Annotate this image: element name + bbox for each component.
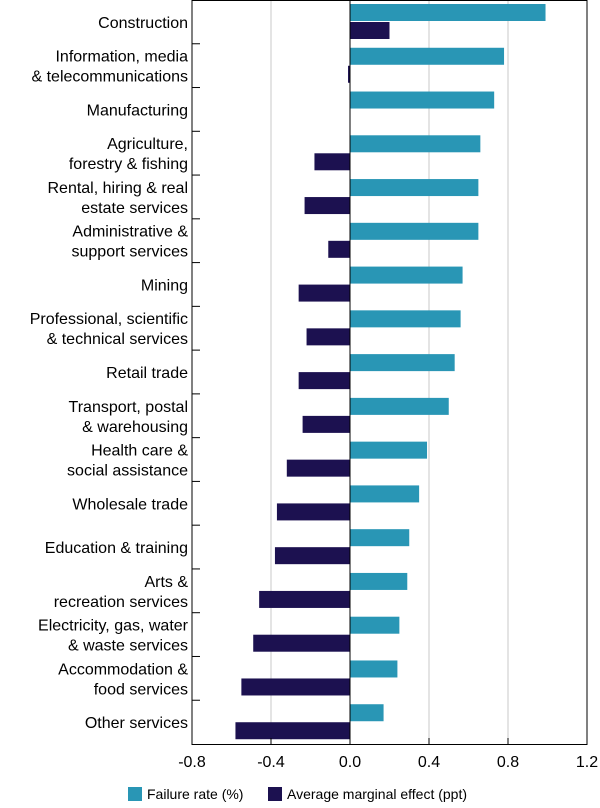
legend-label: Failure rate (%) (147, 786, 243, 802)
legend-swatch-marginal-effect (268, 787, 282, 801)
bar-marginal-effect (298, 284, 350, 302)
category-label: & waste services (68, 638, 188, 655)
bar-failure-rate (350, 616, 400, 634)
bar-marginal-effect (298, 372, 350, 390)
category-label: Electricity, gas, water (38, 618, 189, 635)
bar-failure-rate (350, 441, 428, 459)
bar-marginal-effect (276, 503, 350, 521)
category-label: Retail trade (106, 365, 188, 382)
category-label: Wholesale trade (72, 496, 188, 513)
bar-failure-rate (350, 266, 463, 284)
bar-marginal-effect (328, 240, 350, 258)
bar-failure-rate (350, 179, 479, 197)
bar-marginal-effect (286, 459, 350, 477)
category-label: & warehousing (82, 419, 188, 436)
x-tick-label: 0.0 (339, 754, 361, 771)
bar-marginal-effect (259, 590, 350, 608)
category-label: Mining (141, 277, 188, 294)
x-tick-label: 0.4 (418, 754, 440, 771)
bar-marginal-effect (302, 415, 350, 433)
bar-failure-rate (350, 4, 546, 21)
x-tick-label: -0.4 (257, 754, 285, 771)
bar-marginal-effect (304, 197, 350, 215)
category-label: Information, media (55, 49, 188, 66)
plot-frame (191, 0, 588, 745)
category-label: Other services (85, 715, 188, 732)
bar-marginal-effect (235, 722, 350, 740)
legend-swatch-failure-rate (128, 787, 142, 801)
bar-marginal-effect (314, 153, 350, 171)
category-label: Transport, postal (69, 399, 188, 416)
category-label: recreation services (54, 594, 188, 611)
category-label: & telecommunications (31, 69, 188, 86)
category-label: Agriculture, (107, 136, 188, 153)
category-label: & technical services (47, 331, 188, 348)
category-label: estate services (81, 200, 188, 217)
bar-failure-rate (350, 310, 461, 328)
legend-label: Average marginal effect (ppt) (287, 786, 467, 802)
category-label: Health care & (91, 443, 188, 460)
bar-failure-rate (350, 572, 408, 590)
bar-failure-rate (350, 91, 495, 109)
category-label: Arts & (144, 574, 188, 591)
bar-failure-rate (350, 485, 420, 503)
bar-failure-rate (350, 704, 384, 722)
bar-failure-rate (350, 354, 455, 372)
bar-failure-rate (350, 529, 410, 547)
category-label: support services (72, 244, 189, 261)
bar-marginal-effect (241, 678, 350, 696)
category-label: Professional, scientific (30, 311, 188, 328)
bar-marginal-effect (348, 65, 350, 83)
category-label: Administrative & (72, 224, 188, 241)
category-label: food services (94, 681, 188, 698)
bar-failure-rate (350, 47, 505, 65)
category-label: social assistance (67, 463, 188, 480)
x-tick-label: 0.8 (497, 754, 519, 771)
x-tick-label: 1.2 (576, 754, 598, 771)
bar-marginal-effect (306, 328, 350, 346)
category-label: Construction (98, 15, 188, 32)
bar-failure-rate (350, 222, 479, 240)
bar-marginal-effect (253, 634, 350, 652)
x-tick-label: -0.8 (178, 754, 206, 771)
bar-marginal-effect (274, 547, 350, 565)
category-label: Education & training (45, 540, 188, 557)
category-label: Accommodation & (58, 661, 188, 678)
category-label: Manufacturing (87, 102, 188, 119)
category-label: forestry & fishing (69, 156, 188, 173)
bar-failure-rate (350, 660, 398, 678)
category-label: Rental, hiring & real (47, 180, 188, 197)
bar-failure-rate (350, 397, 449, 415)
bar-marginal-effect (350, 22, 390, 39)
bar-failure-rate (350, 135, 481, 153)
